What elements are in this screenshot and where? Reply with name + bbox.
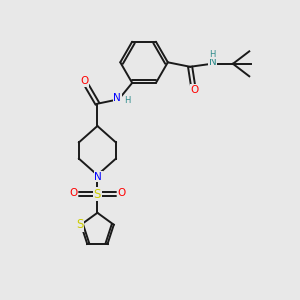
Text: N: N — [94, 172, 102, 182]
Text: S: S — [76, 218, 83, 231]
Text: O: O — [190, 85, 199, 95]
Text: H: H — [124, 96, 130, 105]
Text: H: H — [209, 50, 216, 59]
Text: N: N — [113, 93, 121, 103]
Text: N: N — [208, 57, 216, 67]
Text: O: O — [117, 188, 125, 198]
Text: S: S — [94, 188, 101, 201]
Text: O: O — [80, 76, 88, 86]
Text: O: O — [70, 188, 78, 198]
